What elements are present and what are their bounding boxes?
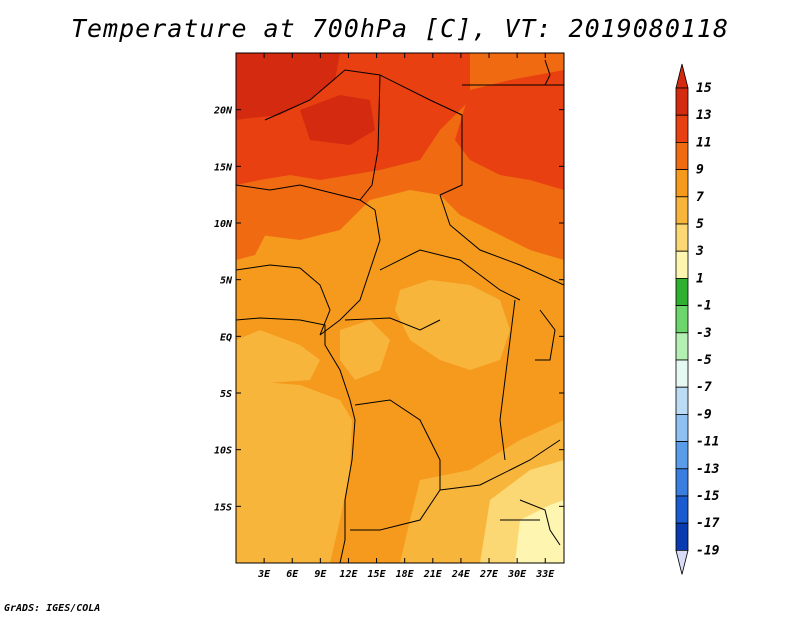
country-borders [236,59,564,563]
lon-tick-label: 15E [368,569,387,580]
legend-swatch [675,114,689,143]
legend-label: 15 [696,81,712,96]
lon-tick-label: 12E [339,569,358,580]
band-7-9-coast [236,330,320,385]
legend-swatch [675,223,689,252]
lat-tick-label: 5S [220,389,232,400]
legend-label: 9 [696,163,704,178]
legend-label: -17 [696,516,720,531]
legend-label: -3 [696,326,712,341]
legend-swatch [675,169,689,198]
map-title: Temperature at 700hPa [C], VT: 201908011… [70,14,730,43]
legend-swatch [675,359,689,388]
lon-tick-label: 24E [451,569,471,580]
band-7-9-gabon [340,320,390,380]
legend-swatch [675,441,689,470]
lon-tick-label: 9E [314,569,327,580]
legend-top-arrow [675,63,689,89]
band-3-5-southeast [515,500,564,563]
longitude-axis: 3E 6E 9E 12E 15E 18E 21E 24E 27E 30E 33E [257,53,555,580]
legend-swatch [675,413,689,442]
legend-label: -5 [696,353,712,368]
legend-label: 7 [696,190,704,205]
lon-tick-label: 33E [535,569,555,580]
legend-label: -7 [696,380,712,395]
lon-tick-label: 6E [286,569,299,580]
legend-swatch [675,277,689,306]
legend-label: 13 [696,108,712,123]
legend-label: -19 [696,543,720,558]
legend-swatch [675,250,689,279]
credit-label: GrADS: IGES/COLA [4,603,101,614]
lat-tick-label: 10S [214,446,232,457]
legend-swatch [675,332,689,361]
legend-label: -9 [696,407,712,422]
lon-tick-label: 21E [423,569,443,580]
lat-tick-label: 5N [220,276,233,287]
legend-swatch [675,305,689,334]
legend-label: -15 [696,489,720,504]
lat-tick-label: 20N [213,106,233,117]
legend-swatch [675,87,689,116]
legend-swatch [675,196,689,225]
color-legend: 15 13 11 9 7 5 3 1 -1 -3 -5 -7 -9 -11 -13 -15 -17 -19 [675,63,720,575]
legend-swatch [675,141,689,170]
band-7-9-west [236,380,352,563]
legend-label: 3 [695,244,704,259]
map-frame [235,52,565,564]
lat-tick-label: EQ [220,332,232,343]
legend-swatch [675,495,689,524]
band-13-15-east [455,70,564,190]
lat-tick-label: 10N [214,219,233,230]
temperature-field [236,53,564,563]
band-15-plus-central [300,95,375,145]
lon-tick-label: 3E [257,569,271,580]
legend-label: 5 [696,217,704,232]
legend-bottom-arrow [675,550,689,575]
lon-tick-label: 18E [396,569,415,580]
lat-tick-label: 15N [214,162,233,173]
lat-tick-label: 15S [214,502,232,513]
legend-swatch [675,386,689,415]
band-7-9-central [395,280,510,370]
legend-label: 1 [696,271,704,286]
lon-tick-label: 27E [479,569,499,580]
legend-swatch [675,522,689,551]
band-11-13-coast [236,200,268,260]
legend-swatch [675,468,689,497]
legend-label: 11 [696,135,712,150]
legend-label: -13 [696,462,720,477]
latitude-axis: 20N 15N 10N 5N EQ 5S 10S 15S [213,106,564,513]
lon-tick-label: 30E [507,569,527,580]
legend-label: -11 [696,435,719,450]
legend-label: -1 [696,299,712,314]
band-15-plus-west [236,53,340,120]
